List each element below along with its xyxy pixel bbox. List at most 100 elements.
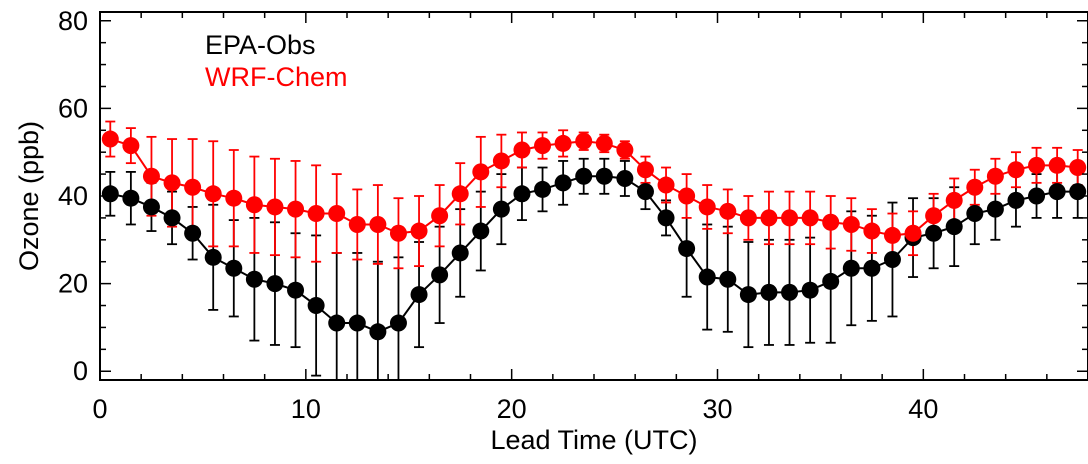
wrf-chem-point bbox=[328, 205, 346, 223]
x-tick-label: 0 bbox=[92, 394, 107, 424]
epa-obs-point bbox=[534, 180, 552, 198]
wrf-chem-point bbox=[1069, 159, 1087, 177]
epa-obs-point bbox=[307, 297, 325, 315]
wrf-chem-point bbox=[636, 161, 654, 179]
epa-obs-point bbox=[266, 275, 284, 293]
epa-obs-point bbox=[1069, 183, 1087, 201]
wrf-chem-point bbox=[451, 185, 469, 203]
wrf-chem-point bbox=[287, 200, 305, 218]
wrf-chem-point bbox=[142, 167, 160, 185]
epa-obs-point bbox=[410, 286, 428, 304]
epa-obs-point bbox=[966, 205, 984, 223]
tick-labels: 0 10 20 30 40 0 20 40 60 80 bbox=[58, 6, 938, 424]
epa-obs-point bbox=[492, 200, 510, 218]
epa-obs-point bbox=[698, 268, 716, 286]
wrf-chem-point bbox=[534, 137, 552, 155]
epa-obs-point bbox=[513, 185, 531, 203]
epa-obs-point bbox=[101, 185, 119, 203]
wrf-chem-point bbox=[966, 178, 984, 196]
wrf-chem-point bbox=[204, 185, 222, 203]
wrf-chem-point bbox=[925, 207, 943, 225]
wrf-chem-point bbox=[698, 198, 716, 216]
wrf-chem-point bbox=[986, 167, 1004, 185]
wrf-chem-point bbox=[842, 215, 860, 233]
epa-obs-point bbox=[472, 222, 490, 240]
wrf-chem-point bbox=[431, 207, 449, 225]
wrf-chem-point bbox=[307, 205, 325, 223]
wrf-chem-point bbox=[1048, 156, 1066, 174]
wrf-chem-point bbox=[410, 222, 428, 240]
epa-obs-point bbox=[389, 314, 407, 332]
epa-obs-point bbox=[842, 259, 860, 277]
epa-obs-point bbox=[595, 167, 613, 185]
epa-obs-point bbox=[616, 169, 634, 187]
wrf-chem-point bbox=[122, 137, 140, 155]
epa-obs-point bbox=[925, 224, 943, 242]
epa-obs-point bbox=[245, 270, 263, 288]
epa-obs-point bbox=[369, 323, 387, 341]
epa-obs-point bbox=[636, 183, 654, 201]
epa-obs-point bbox=[822, 272, 840, 290]
wrf-chem-point bbox=[739, 209, 757, 227]
epa-obs-point bbox=[122, 189, 140, 207]
epa-obs-point bbox=[287, 281, 305, 299]
x-tick-label: 40 bbox=[908, 394, 938, 424]
epa-obs-point bbox=[739, 286, 757, 304]
epa-obs-point bbox=[451, 244, 469, 262]
wrf-chem-point bbox=[616, 141, 634, 159]
wrf-chem-point bbox=[225, 189, 243, 207]
wrf-chem-point bbox=[945, 191, 963, 209]
y-tick-label: 20 bbox=[58, 269, 88, 299]
epa-obs-point bbox=[575, 167, 593, 185]
wrf-chem-point bbox=[575, 132, 593, 150]
epa-obs-point bbox=[863, 259, 881, 277]
wrf-chem-point bbox=[245, 196, 263, 214]
y-tick-label: 40 bbox=[58, 181, 88, 211]
epa-obs-point bbox=[760, 283, 778, 301]
wrf-chem-point bbox=[348, 215, 366, 233]
wrf-chem-point bbox=[719, 202, 737, 220]
x-tick-label: 30 bbox=[702, 394, 732, 424]
wrf-chem-point bbox=[822, 213, 840, 231]
epa-obs-point bbox=[204, 248, 222, 266]
x-tick-label: 10 bbox=[291, 394, 321, 424]
epa-obs-point bbox=[945, 218, 963, 236]
wrf-chem-point bbox=[163, 174, 181, 192]
epa-obs-point bbox=[986, 200, 1004, 218]
wrf-chem-point bbox=[904, 224, 922, 242]
wrf-chem-point bbox=[184, 178, 202, 196]
wrf-chem-point bbox=[883, 226, 901, 244]
x-axis-label: Lead Time (UTC) bbox=[490, 425, 697, 455]
epa-obs-point bbox=[801, 281, 819, 299]
error-bars bbox=[105, 120, 1083, 380]
wrf-chem-point bbox=[369, 215, 387, 233]
wrf-chem-point bbox=[863, 222, 881, 240]
epa-obs-point bbox=[348, 314, 366, 332]
epa-obs-point bbox=[1007, 191, 1025, 209]
wrf-chem-point bbox=[472, 163, 490, 181]
wrf-chem-point bbox=[801, 209, 819, 227]
wrf-chem-point bbox=[760, 209, 778, 227]
wrf-chem-point bbox=[1028, 156, 1046, 174]
wrf-chem-point bbox=[389, 224, 407, 242]
wrf-chem-point bbox=[266, 198, 284, 216]
wrf-chem-point bbox=[595, 134, 613, 152]
epa-obs-point bbox=[431, 266, 449, 284]
wrf-chem-point bbox=[101, 130, 119, 148]
wrf-chem-point bbox=[678, 187, 696, 205]
y-tick-label: 0 bbox=[73, 356, 88, 386]
epa-obs-point bbox=[142, 198, 160, 216]
y-axis-label: Ozone (ppb) bbox=[14, 121, 44, 271]
axis-ticks bbox=[99, 12, 1088, 380]
legend-entry-wrf-chem: WRF-Chem bbox=[205, 62, 348, 92]
wrf-chem-point bbox=[513, 141, 531, 159]
epa-obs-point bbox=[1048, 183, 1066, 201]
epa-obs-point bbox=[554, 174, 572, 192]
y-tick-label: 60 bbox=[58, 93, 88, 123]
epa-obs-point bbox=[883, 251, 901, 269]
wrf-chem-point bbox=[657, 176, 675, 194]
epa-obs-point bbox=[328, 314, 346, 332]
epa-obs-point bbox=[1028, 187, 1046, 205]
epa-obs-point bbox=[781, 283, 799, 301]
